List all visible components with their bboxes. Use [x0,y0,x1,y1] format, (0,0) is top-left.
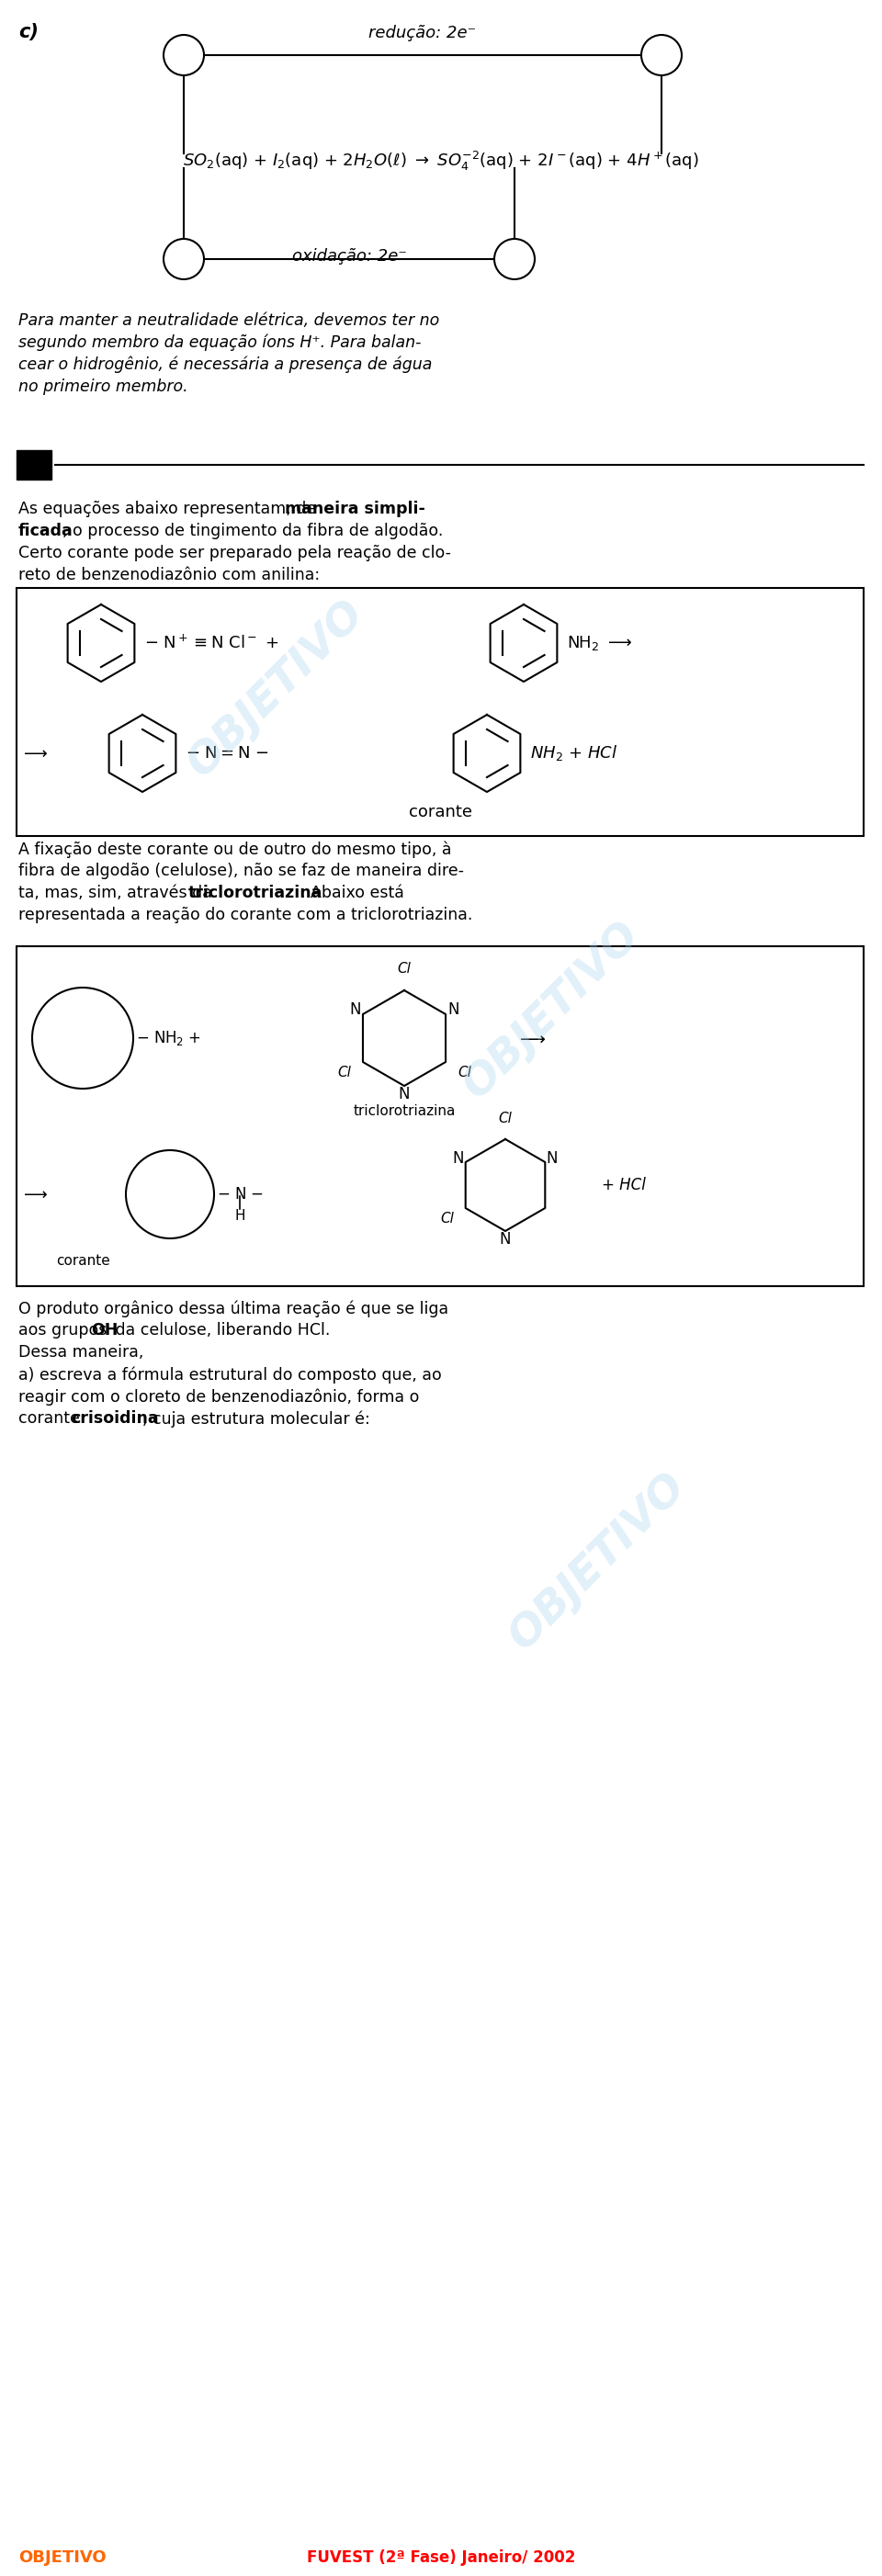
Text: 0: 0 [178,46,189,64]
Text: OH: OH [91,1321,118,1340]
Text: N: N [452,1149,464,1167]
Text: $-$ N$=$N $-$: $-$ N$=$N $-$ [185,744,269,762]
Text: reagir com o cloreto de benzenodiazônio, forma o: reagir com o cloreto de benzenodiazônio,… [19,1388,419,1404]
Circle shape [32,987,133,1090]
Circle shape [494,240,534,278]
Text: As equações abaixo representam, de: As equações abaixo representam, de [19,500,321,518]
Text: , o processo de tingimento da fibra de algodão.: , o processo de tingimento da fibra de a… [63,523,443,538]
Text: N: N [547,1149,558,1167]
Text: 5: 5 [27,456,41,474]
Text: Cl: Cl [498,1113,512,1126]
Text: OBJETIVO: OBJETIVO [19,2550,106,2566]
Text: a) escreva a fórmula estrutural do composto que, ao: a) escreva a fórmula estrutural do compo… [19,1365,442,1383]
Text: $SO_2$(aq) + $I_2$(aq) + $2H_2O$($\ell$) $\rightarrow$ $SO_4^{-2}$(aq) + $2I^-$(: $SO_2$(aq) + $I_2$(aq) + $2H_2O$($\ell$)… [183,149,699,173]
Text: Cl: Cl [398,961,411,976]
Circle shape [126,1151,214,1239]
Text: $-$ N$^+$$\equiv$N Cl$^-$ +: $-$ N$^+$$\equiv$N Cl$^-$ + [145,634,279,652]
Text: crisoidina: crisoidina [71,1409,159,1427]
Text: $\longrightarrow$: $\longrightarrow$ [20,1185,49,1203]
Text: . Abaixo está: . Abaixo está [301,884,404,902]
Text: Cl: Cl [441,1211,454,1226]
Text: +4: +4 [172,250,196,268]
FancyBboxPatch shape [17,587,863,837]
Text: corante: corante [409,804,473,819]
Text: maneira simpli-: maneira simpli- [285,500,425,518]
Text: representada a reação do corante com a triclorotriazina.: representada a reação do corante com a t… [19,907,473,922]
Text: Cl: Cl [458,1066,471,1079]
Text: FUVEST (2ª Fase) Janeiro/ 2002: FUVEST (2ª Fase) Janeiro/ 2002 [307,2550,575,2566]
Text: ta, mas, sim, através da: ta, mas, sim, através da [19,884,217,902]
Text: corante: corante [19,1409,85,1427]
Text: $\longrightarrow$: $\longrightarrow$ [516,1030,547,1046]
Text: OBJETIVO: OBJETIVO [501,1466,693,1659]
Text: A fixação deste corante ou de outro do mesmo tipo, à: A fixação deste corante ou de outro do m… [19,840,452,858]
Circle shape [163,36,204,75]
Text: ficada: ficada [19,523,73,538]
Text: cear o hidrogênio, é necessária a presença de água: cear o hidrogênio, é necessária a presen… [19,355,432,374]
Text: Para manter a neutralidade elétrica, devemos ter no: Para manter a neutralidade elétrica, dev… [19,312,439,330]
Text: N: N [349,1002,361,1018]
Text: redução: 2e⁻: redução: 2e⁻ [369,26,476,41]
Text: aos grupos: aos grupos [19,1321,112,1340]
Text: , cuja estrutura molecular é:: , cuja estrutura molecular é: [142,1409,370,1427]
Text: OBJETIVO: OBJETIVO [179,592,372,786]
Text: triclorotriazina: triclorotriazina [353,1105,455,1118]
Text: + HCl: + HCl [602,1177,646,1193]
FancyBboxPatch shape [17,451,51,479]
Text: NH$_2$ + HCl: NH$_2$ + HCl [530,744,617,762]
Text: Cl: Cl [338,1066,351,1079]
Text: H: H [235,1208,245,1224]
Text: no primeiro membro.: no primeiro membro. [19,379,188,394]
Circle shape [641,36,682,75]
Text: -1: -1 [654,46,669,64]
Text: Certo corante pode ser preparado pela reação de clo-: Certo corante pode ser preparado pela re… [19,544,451,562]
Circle shape [163,240,204,278]
Text: oxidação: 2e⁻: oxidação: 2e⁻ [292,247,407,265]
Text: triclorotriazina: triclorotriazina [189,884,323,902]
Text: NH$_2$ $\longrightarrow$: NH$_2$ $\longrightarrow$ [567,634,632,652]
Text: c): c) [19,23,39,41]
Text: OBJETIVO: OBJETIVO [455,914,647,1108]
Text: +6: +6 [503,250,527,268]
Text: $-$ N $-$: $-$ N $-$ [217,1185,264,1203]
Text: segundo membro da equação íons H⁺. Para balan-: segundo membro da equação íons H⁺. Para … [19,335,421,350]
Text: N: N [399,1087,410,1103]
FancyBboxPatch shape [17,945,863,1285]
Text: N: N [499,1231,511,1247]
Text: $-$ NH$_2$ +: $-$ NH$_2$ + [136,1028,201,1048]
Text: Dessa maneira,: Dessa maneira, [19,1345,144,1360]
Text: da celulose, liberando HCl.: da celulose, liberando HCl. [110,1321,330,1340]
Text: $\longrightarrow$: $\longrightarrow$ [20,744,49,762]
Text: fibra de algodão (celulose), não se faz de maneira dire-: fibra de algodão (celulose), não se faz … [19,863,464,878]
Text: N: N [447,1002,459,1018]
Text: O produto orgânico dessa última reação é que se liga: O produto orgânico dessa última reação é… [19,1301,448,1316]
Text: corante: corante [56,1255,109,1267]
Text: reto de benzenodiazônio com anilina:: reto de benzenodiazônio com anilina: [19,567,320,582]
